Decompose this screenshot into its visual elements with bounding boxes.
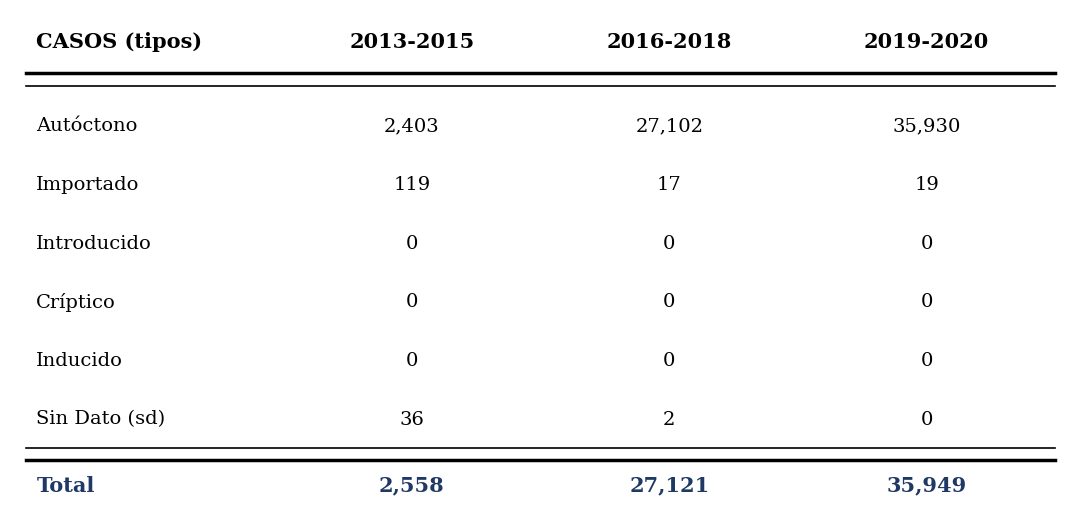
Text: 0: 0 bbox=[921, 411, 933, 428]
Text: 0: 0 bbox=[921, 235, 933, 253]
Text: 19: 19 bbox=[915, 176, 939, 194]
Text: 2,403: 2,403 bbox=[384, 118, 440, 136]
Text: 0: 0 bbox=[663, 235, 676, 253]
Text: 0: 0 bbox=[663, 293, 676, 311]
Text: 35,930: 35,930 bbox=[893, 118, 961, 136]
Text: 2,558: 2,558 bbox=[379, 476, 444, 496]
Text: 27,121: 27,121 bbox=[629, 476, 709, 496]
Text: 17: 17 bbox=[657, 176, 682, 194]
Text: 2013-2015: 2013-2015 bbox=[349, 33, 475, 52]
Text: 2016-2018: 2016-2018 bbox=[606, 33, 732, 52]
Text: 2: 2 bbox=[663, 411, 676, 428]
Text: Introducido: Introducido bbox=[37, 235, 152, 253]
Text: 0: 0 bbox=[405, 235, 418, 253]
Text: 0: 0 bbox=[405, 352, 418, 370]
Text: Autóctono: Autóctono bbox=[37, 118, 137, 136]
Text: Inducido: Inducido bbox=[37, 352, 123, 370]
Text: 119: 119 bbox=[393, 176, 430, 194]
Text: 35,949: 35,949 bbox=[886, 476, 966, 496]
Text: 0: 0 bbox=[405, 293, 418, 311]
Text: 0: 0 bbox=[663, 352, 676, 370]
Text: 27,102: 27,102 bbox=[636, 118, 704, 136]
Text: 2019-2020: 2019-2020 bbox=[864, 33, 989, 52]
Text: CASOS (tipos): CASOS (tipos) bbox=[37, 33, 202, 52]
Text: Sin Dato (sd): Sin Dato (sd) bbox=[37, 411, 165, 428]
Text: Críptico: Críptico bbox=[37, 293, 116, 312]
Text: 0: 0 bbox=[921, 352, 933, 370]
Text: Total: Total bbox=[37, 476, 95, 496]
Text: 36: 36 bbox=[399, 411, 424, 428]
Text: 0: 0 bbox=[921, 293, 933, 311]
Text: Importado: Importado bbox=[37, 176, 139, 194]
